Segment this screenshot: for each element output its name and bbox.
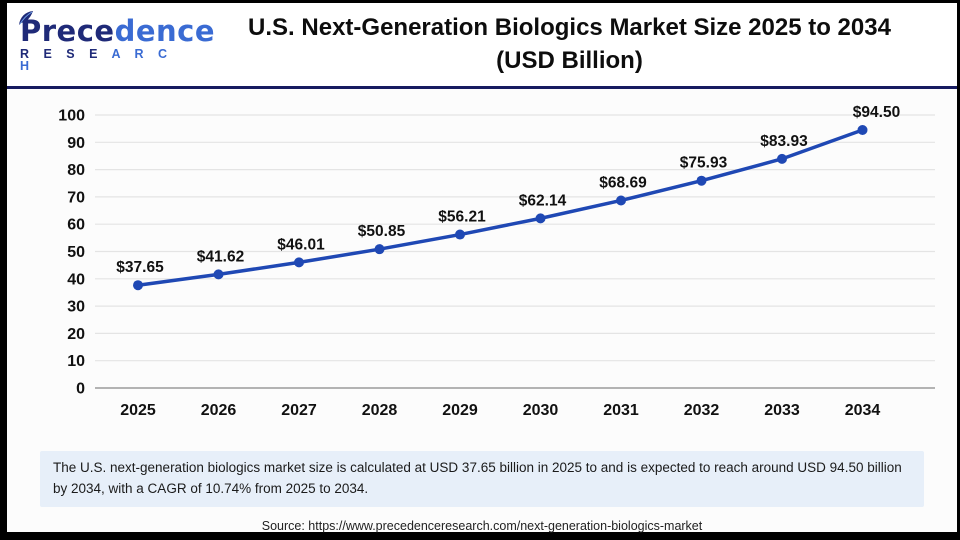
data-point-label: $37.65: [116, 259, 164, 276]
x-axis-tick-label: 2033: [764, 402, 800, 419]
data-point-label: $94.50: [853, 104, 900, 121]
data-point-marker: [696, 175, 707, 186]
y-axis-tick-label: 20: [67, 326, 85, 343]
logo-brand-text: Precedence: [20, 13, 216, 48]
x-axis-tick-label: 2034: [845, 402, 881, 419]
data-point-marker: [535, 213, 546, 224]
data-point-label: $41.62: [197, 248, 244, 265]
precedence-research-logo: Precedence R E S E A R C H: [7, 10, 216, 73]
x-axis-tick-label: 2027: [281, 402, 317, 419]
data-point-label: $83.93: [760, 133, 808, 150]
header: Precedence R E S E A R C H U.S. Next-Gen…: [7, 3, 957, 89]
data-point-marker: [616, 195, 626, 206]
x-axis-tick-label: 2028: [362, 402, 398, 419]
data-point-label: $62.14: [519, 192, 567, 209]
y-axis-tick-label: 40: [67, 271, 85, 288]
x-axis-tick-label: 2029: [442, 402, 478, 419]
x-axis-tick-label: 2026: [201, 402, 237, 419]
trend-line: [136, 128, 865, 287]
data-point-marker: [857, 125, 868, 136]
chart-area: 0 10 20 30 40 50 60 70 80 90 100 2025 2026 2027 2028 20…: [7, 89, 957, 446]
summary-note-text: The U.S. next-generation biologics marke…: [53, 460, 902, 496]
summary-note: The U.S. next-generation biologics marke…: [40, 451, 924, 507]
data-point-label: $56.21: [438, 209, 486, 226]
source-line: Source: https://www.precedenceresearch.c…: [7, 519, 957, 533]
y-axis-tick-label: 50: [67, 244, 85, 261]
page-title: U.S. Next-Generation Biologics Market Si…: [192, 12, 957, 77]
data-point-label: $46.01: [277, 236, 325, 253]
x-axis-tick-label: 2032: [684, 402, 720, 419]
data-point-label: $50.85: [358, 223, 406, 240]
y-axis-tick-label: 30: [67, 299, 85, 316]
page-title-line2: (USD Billion): [496, 46, 643, 74]
data-point-label: $75.93: [680, 155, 728, 172]
y-axis-tick-label: 10: [67, 353, 85, 370]
y-axis-tick-label: 100: [58, 108, 85, 125]
y-axis-tick-label: 90: [67, 135, 85, 152]
data-point-marker: [213, 269, 224, 280]
data-point-label: $68.69: [599, 174, 647, 191]
y-axis-tick-label: 60: [67, 217, 85, 234]
x-axis-tick-label: 2025: [120, 402, 156, 419]
source-text: Source: https://www.precedenceresearch.c…: [261, 518, 703, 533]
data-point-marker: [133, 280, 143, 291]
page-frame: Precedence R E S E A R C H U.S. Next-Gen…: [7, 3, 957, 533]
y-axis-tick-label: 80: [67, 162, 85, 179]
logo-research-text: R E S E A R C H: [20, 46, 173, 73]
data-point-marker: [777, 153, 787, 164]
y-axis-tick-label: 0: [76, 381, 85, 398]
x-axis-tick-label: 2030: [523, 402, 559, 419]
page-title-line1: U.S. Next-Generation Biologics Market Si…: [248, 14, 891, 42]
y-axis-tick-label: 70: [67, 189, 85, 206]
data-point-marker: [374, 244, 385, 255]
x-axis-tick-label: 2031: [603, 402, 639, 419]
data-point-marker: [455, 229, 465, 240]
data-point-marker: [294, 257, 304, 268]
leaf-icon: [18, 10, 34, 30]
